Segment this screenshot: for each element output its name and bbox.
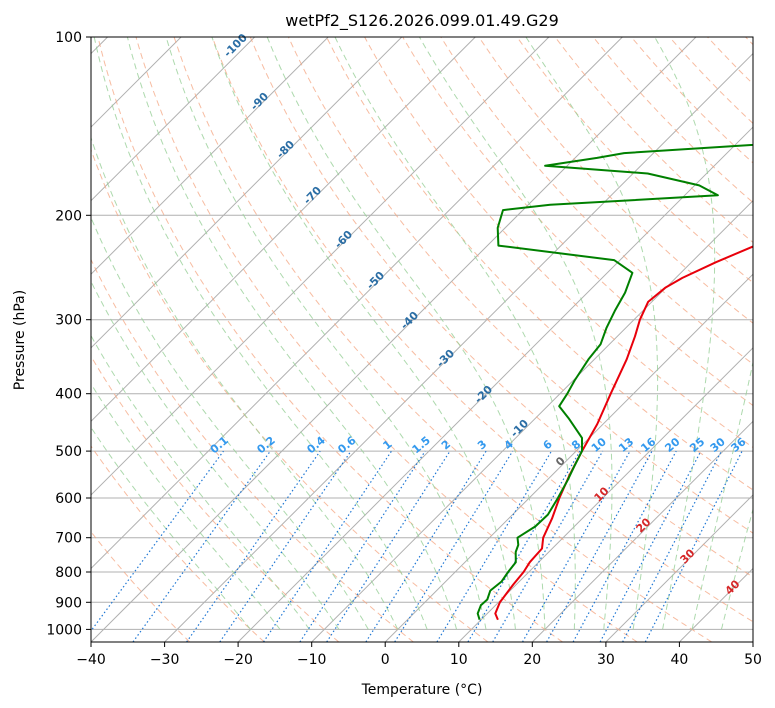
y-tick-label: 300 — [55, 313, 82, 329]
dry-adiabat — [173, 37, 713, 642]
y-tick-label: 500 — [55, 444, 82, 460]
dry-adiabat — [91, 258, 414, 642]
isotherm — [458, 347, 753, 642]
isotherm — [91, 37, 329, 275]
mixing-ratio-line — [219, 450, 352, 642]
y-tick-label: 800 — [55, 565, 82, 581]
isotherm — [384, 273, 753, 642]
isotherm — [164, 52, 753, 642]
y-tick-label: 1000 — [46, 622, 82, 638]
x-tick-label: −10 — [297, 652, 327, 668]
plot-background — [91, 37, 753, 642]
dry-adiabat — [135, 37, 638, 642]
x-tick-label: 40 — [670, 652, 688, 668]
y-tick-label: 600 — [55, 491, 82, 507]
moist-adiabat — [211, 37, 516, 630]
isotherm — [91, 37, 623, 570]
moist-adiabat — [691, 360, 753, 630]
x-axis-label: Temperature (°C) — [361, 682, 483, 698]
moist-adiabat — [654, 37, 716, 630]
y-tick-label: 700 — [55, 531, 82, 547]
moist-adiabat — [165, 37, 487, 630]
isotherm — [91, 37, 256, 202]
mixing-ratio-line — [467, 450, 581, 642]
x-tick-label: 50 — [744, 652, 762, 668]
background-lines — [91, 37, 753, 642]
y-tick-label: 400 — [55, 387, 82, 403]
isotherm — [91, 37, 476, 423]
dry-adiabat — [592, 37, 753, 204]
dry-adiabat — [326, 37, 753, 491]
moist-adiabat — [91, 426, 252, 630]
mixing-ratio-line — [394, 450, 514, 642]
moist-adiabat — [93, 37, 428, 630]
dry-adiabat — [211, 37, 753, 623]
isotherm — [237, 126, 753, 642]
dry-adiabat — [478, 37, 753, 324]
y-tick-label: 900 — [55, 595, 82, 611]
isotherm — [91, 37, 697, 642]
x-tick-label: 30 — [597, 652, 615, 668]
mixing-ratio-line — [572, 450, 677, 642]
x-tick-label: −20 — [223, 652, 253, 668]
dry-adiabat — [91, 445, 265, 642]
isotherm — [531, 420, 753, 642]
mixing-ratio-line — [521, 450, 631, 642]
x-tick-label: −30 — [150, 652, 180, 668]
x-tick-label: 0 — [381, 652, 390, 668]
isotherm — [752, 641, 753, 642]
isotherm — [605, 494, 753, 642]
dry-adiabat — [97, 37, 563, 642]
mixing-ratio-line — [186, 450, 321, 642]
moist-adiabat — [525, 37, 659, 630]
moist-adiabat — [91, 136, 399, 630]
moist-adiabat — [91, 216, 369, 630]
mixing-ratio-line — [326, 450, 451, 642]
moist-adiabat — [91, 382, 281, 630]
temperature-line — [494, 245, 753, 621]
isotherm — [91, 37, 550, 496]
dry-adiabat — [364, 37, 753, 449]
moist-adiabat — [720, 507, 753, 630]
plot-frame — [90, 36, 754, 643]
y-tick-label: 100 — [55, 30, 82, 46]
y-tick-label: 200 — [55, 208, 82, 224]
dewpoint-line — [476, 143, 753, 620]
dry-adiabat — [249, 37, 753, 578]
y-axis-label: Pressure (hPa) — [12, 290, 28, 390]
moist-adiabat — [91, 334, 310, 630]
moist-adiabat — [266, 37, 546, 630]
profile-lines — [476, 143, 753, 621]
mixing-ratio-line — [365, 450, 487, 642]
dry-adiabat — [287, 37, 753, 534]
moist-adiabat — [126, 37, 458, 630]
moist-adiabat — [418, 37, 613, 630]
mixing-ratio-line — [492, 450, 604, 642]
mixing-ratio-line — [546, 450, 653, 642]
isotherm — [91, 37, 403, 349]
axes: −40 −30 −20 −10 0 10 20 30 40 50 100 200 300 400 500 60… — [46, 30, 762, 668]
dry-adiabat — [630, 37, 753, 164]
mixing-ratio-line — [436, 450, 553, 642]
dry-adiabat — [402, 37, 753, 407]
x-tick-label: 10 — [450, 652, 468, 668]
x-tick-label: 20 — [523, 652, 541, 668]
moist-adiabat — [91, 280, 340, 630]
chart-title: wetPf2_S126.2026.099.01.49.G29 — [285, 11, 559, 31]
x-tick-label: −40 — [76, 652, 106, 668]
